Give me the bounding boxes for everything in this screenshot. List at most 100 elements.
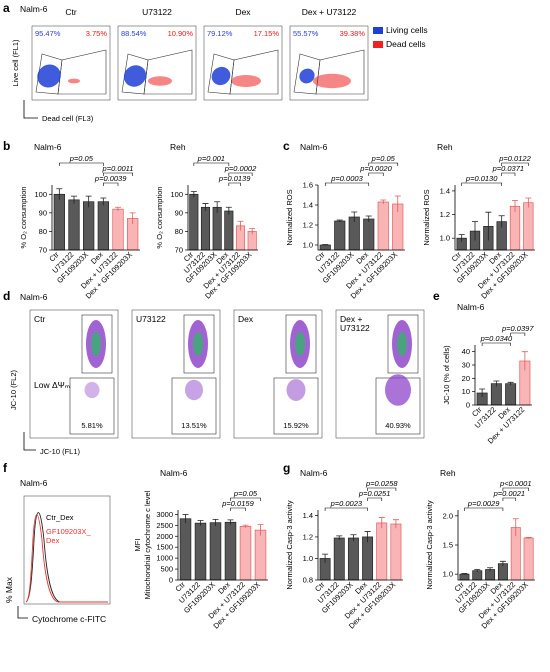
legend-label: GF109203X_ [46, 527, 91, 536]
y-tick-label: 90 [39, 208, 47, 217]
error-bar [249, 228, 256, 235]
error-bar [336, 535, 343, 541]
cell-cloud [37, 64, 61, 88]
axes [51, 185, 140, 251]
bar-chart: Reh% O₂ consumption708090100CtrU73122GF1… [155, 142, 258, 300]
bar [254, 529, 267, 581]
significance-bracket [501, 172, 516, 176]
error-bar [257, 524, 264, 536]
error-bar [197, 520, 204, 526]
bar [505, 383, 517, 406]
error-bar [499, 560, 506, 566]
axes [177, 510, 268, 581]
gate [81, 314, 113, 374]
y-tick-label: 70 [39, 246, 47, 255]
cell-cloud [185, 379, 203, 401]
error-bar [350, 534, 357, 542]
p-value: p=0.0251 [358, 489, 391, 498]
y-tick-label: 100 [170, 190, 183, 199]
error-bar [227, 519, 234, 525]
p-value: p=0.05 [233, 489, 258, 498]
panel-letter: c [283, 139, 290, 153]
legend-swatch [373, 27, 383, 34]
error-bar [237, 220, 244, 231]
y-tick-label: 1.0 [303, 241, 313, 250]
axes [474, 345, 532, 406]
low-percent: 15.92% [283, 421, 309, 430]
axis-label: % Max [4, 576, 14, 603]
error-bar [56, 188, 63, 200]
gate [285, 314, 317, 374]
y-tick-label: 500 [160, 565, 173, 574]
panel-letter: a [3, 1, 10, 15]
y-tick-label: 100 [34, 190, 47, 199]
bar [189, 193, 199, 251]
significance-bracket [228, 172, 253, 176]
significance-bracket [59, 162, 104, 166]
y-tick-label: 2500 [156, 521, 173, 530]
histogram-curve [25, 512, 108, 603]
panel-letter: g [283, 461, 290, 475]
error-bar [115, 206, 121, 211]
p-value: p=0.05 [69, 154, 94, 163]
error-bar [498, 215, 505, 228]
bar [523, 202, 534, 251]
significance-bracket [103, 182, 119, 186]
p-value: p<0.0001 [499, 479, 532, 488]
error-bar [365, 215, 372, 222]
y-tick-label: 2.0 [443, 511, 453, 520]
plot-frame [23, 495, 111, 605]
low-percent: 40.93% [385, 421, 411, 430]
error-bar [493, 380, 500, 387]
y-tick-label: 1.0 [440, 234, 450, 243]
y-tick-label: 90 [175, 208, 183, 217]
gate [69, 377, 115, 435]
bar [319, 244, 331, 251]
significance-bracket [230, 497, 261, 501]
axis-arrow [23, 432, 36, 451]
p-value: p=0.0029 [467, 499, 500, 508]
cell-cloud [123, 65, 147, 87]
axis-arrow [23, 100, 38, 119]
error-bar [394, 195, 401, 212]
axes [317, 185, 405, 251]
bar [83, 201, 95, 251]
p-value: p=0.0139 [218, 174, 251, 183]
y-tick-label: 0 [466, 401, 470, 410]
error-bar [392, 519, 399, 529]
y-tick-label: 0 [169, 576, 173, 585]
bar [68, 199, 80, 251]
panel-letter: e [433, 289, 440, 303]
axis-label: Dead cell (FL3) [42, 114, 94, 123]
y-tick-label: 1.2 [303, 532, 313, 541]
p-value: p=0.0023 [330, 499, 363, 508]
bar [523, 537, 534, 581]
error-bar [182, 513, 189, 524]
gate [273, 377, 319, 435]
error-bar [351, 211, 358, 222]
error-bar [225, 206, 232, 215]
axis-label: Cytochrome c-FITC [32, 614, 106, 624]
cell-cloud-core [295, 332, 305, 356]
plot-frame [131, 309, 221, 439]
p-value: p=0.0122 [498, 154, 531, 163]
bar-chart: Nalm-6JC-10 (% of cells)010203040CtrU731… [442, 302, 534, 445]
bar [459, 573, 470, 581]
axes [454, 185, 535, 251]
plot-frame [117, 25, 197, 101]
bar [224, 210, 234, 251]
chart-title: Nalm-6 [160, 468, 188, 478]
p-value: p=0.05 [371, 154, 396, 163]
error-bar [380, 199, 387, 204]
bar-chart: Nalm-6% O₂ consumption708090100CtrU73122… [19, 142, 140, 300]
significance-bracket [461, 182, 502, 186]
bar [347, 537, 359, 581]
gate [143, 49, 193, 95]
chart-title: Nalm-6 [457, 302, 485, 312]
axes [457, 510, 535, 581]
error-bar [378, 517, 385, 529]
bar [497, 563, 508, 581]
bar [333, 537, 345, 581]
y-tick-label: 20 [462, 374, 470, 383]
significance-bracket [502, 497, 517, 501]
